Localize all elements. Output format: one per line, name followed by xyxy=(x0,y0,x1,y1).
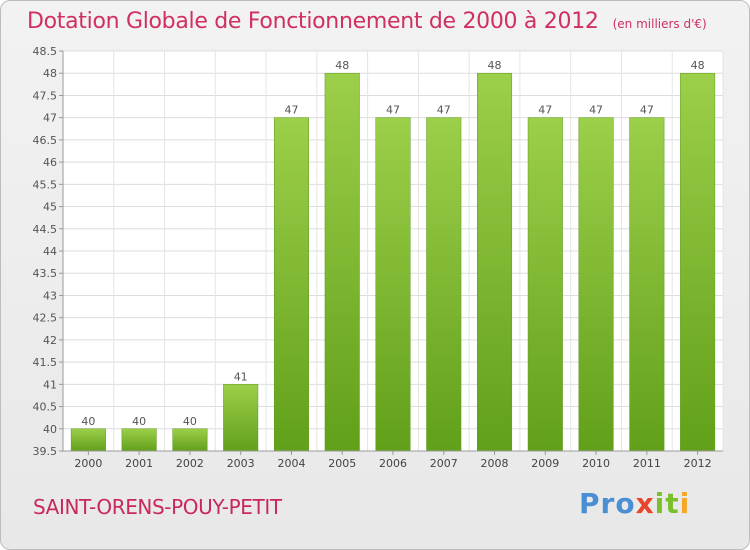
y-tick-label: 48.5 xyxy=(33,45,58,58)
x-tick-label: 2012 xyxy=(684,457,712,470)
data-label: 40 xyxy=(81,415,95,428)
x-tick-label: 2006 xyxy=(379,457,407,470)
y-tick-label: 42.5 xyxy=(33,312,58,325)
bar-2008 xyxy=(477,72,513,452)
bar-2010 xyxy=(578,117,614,452)
commune-name: SAINT-ORENS-POUY-PETIT xyxy=(33,495,282,519)
bar-2012 xyxy=(680,72,716,452)
bar-2009 xyxy=(527,117,563,452)
bar-2000 xyxy=(70,428,106,452)
data-label: 47 xyxy=(437,104,451,117)
data-label: 48 xyxy=(488,59,502,72)
bar-2006 xyxy=(375,117,411,452)
data-label: 41 xyxy=(234,370,248,383)
y-tick-label: 47.5 xyxy=(33,89,58,102)
x-tick-label: 2005 xyxy=(328,457,356,470)
data-label: 47 xyxy=(640,104,654,117)
x-tick-label: 2002 xyxy=(176,457,204,470)
data-label: 47 xyxy=(589,104,603,117)
y-tick-label: 39.5 xyxy=(33,445,58,458)
data-label: 48 xyxy=(335,59,349,72)
data-label: 47 xyxy=(284,104,298,117)
y-tick-label: 45 xyxy=(43,201,57,214)
y-tick-label: 45.5 xyxy=(33,178,58,191)
bar-2002 xyxy=(172,428,208,452)
y-tick-label: 47 xyxy=(43,112,57,125)
bar-2005 xyxy=(324,72,360,452)
bar-2007 xyxy=(426,117,462,452)
data-label: 40 xyxy=(132,415,146,428)
x-tick-label: 2001 xyxy=(125,457,153,470)
title-text: Dotation Globale de Fonctionnement de 20… xyxy=(27,9,599,34)
bar-2004 xyxy=(273,117,309,452)
title-unit: (en milliers d'€) xyxy=(612,17,707,31)
bar-2001 xyxy=(121,428,157,452)
logo-part-3: it xyxy=(654,487,680,520)
y-tick-label: 41 xyxy=(43,378,57,391)
proxiti-logo: Proxiti xyxy=(579,487,690,520)
y-tick-label: 44 xyxy=(43,245,57,258)
x-tick-label: 2007 xyxy=(430,457,458,470)
data-label: 48 xyxy=(691,59,705,72)
x-tick-label: 2003 xyxy=(227,457,255,470)
y-tick-label: 43.5 xyxy=(33,267,58,280)
chart-title: Dotation Globale de Fonctionnement de 20… xyxy=(27,9,707,34)
y-tick-label: 42 xyxy=(43,334,57,347)
x-tick-label: 2009 xyxy=(531,457,559,470)
y-tick-label: 43 xyxy=(43,289,57,302)
y-tick-label: 46 xyxy=(43,156,57,169)
x-tick-label: 2008 xyxy=(481,457,509,470)
data-label: 47 xyxy=(386,104,400,117)
bar-2003 xyxy=(223,384,259,452)
logo-part-4: i xyxy=(679,487,691,520)
data-label: 47 xyxy=(538,104,552,117)
y-tick-label: 40.5 xyxy=(33,401,58,414)
logo-part-2: x xyxy=(635,487,655,520)
x-tick-label: 2004 xyxy=(277,457,305,470)
x-tick-label: 2000 xyxy=(74,457,102,470)
data-label: 40 xyxy=(183,415,197,428)
y-tick-label: 44.5 xyxy=(33,223,58,236)
y-tick-label: 41.5 xyxy=(33,356,58,369)
y-tick-label: 46.5 xyxy=(33,134,58,147)
y-tick-label: 40 xyxy=(43,423,57,436)
x-tick-label: 2011 xyxy=(633,457,661,470)
bar-2011 xyxy=(629,117,665,452)
y-tick-label: 48 xyxy=(43,67,57,80)
x-tick-label: 2010 xyxy=(582,457,610,470)
logo-part-1: Pro xyxy=(579,487,636,520)
